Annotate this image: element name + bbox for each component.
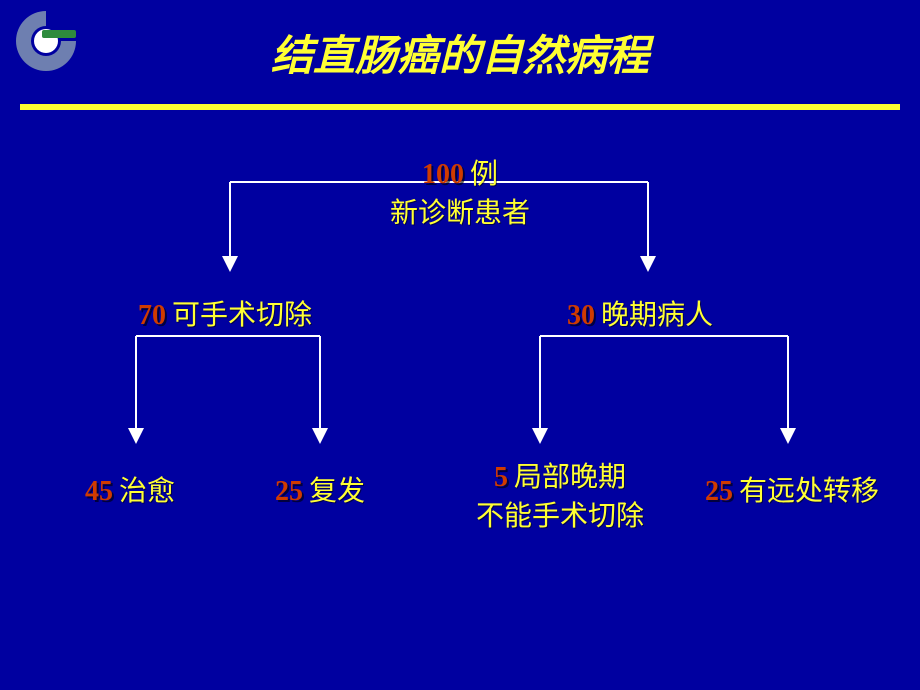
slide-title: 结直肠癌的自然病程: [0, 22, 920, 83]
node-root-label: 例: [470, 159, 498, 190]
node-leaf_d-number: 25: [705, 476, 733, 507]
node-leaf_a: 45治愈: [85, 472, 175, 511]
node-leaf_b-label: 复发: [309, 476, 365, 507]
node-right1-label: 晚期病人: [601, 300, 713, 331]
node-leaf_a-label: 治愈: [119, 476, 175, 507]
node-leaf_d: 25有远处转移: [705, 472, 879, 511]
node-leaf_d-label: 有远处转移: [739, 476, 879, 507]
node-leaf_c-number: 5: [494, 462, 508, 493]
node-right1-number: 30: [567, 300, 595, 331]
node-leaf_c: 5局部晚期不能手术切除: [476, 458, 644, 536]
node-root: 100例新诊断患者: [390, 155, 530, 233]
node-right1: 30晚期病人: [567, 296, 713, 335]
node-root-number: 100: [422, 159, 464, 190]
node-leaf_b: 25复发: [275, 472, 365, 511]
node-leaf_c-subtext: 不能手术切除: [476, 497, 644, 536]
slide-root: 结直肠癌的自然病程 100例新诊断患者70可手术切除30晚期病人45治愈25复发…: [0, 0, 920, 690]
node-left1-number: 70: [138, 300, 166, 331]
node-leaf_a-number: 45: [85, 476, 113, 507]
title-underline: [20, 104, 900, 110]
node-left1: 70可手术切除: [138, 296, 312, 335]
node-left1-label: 可手术切除: [172, 300, 312, 331]
node-leaf_b-number: 25: [275, 476, 303, 507]
node-leaf_c-label: 局部晚期: [514, 462, 626, 493]
node-root-subtext: 新诊断患者: [390, 194, 530, 233]
